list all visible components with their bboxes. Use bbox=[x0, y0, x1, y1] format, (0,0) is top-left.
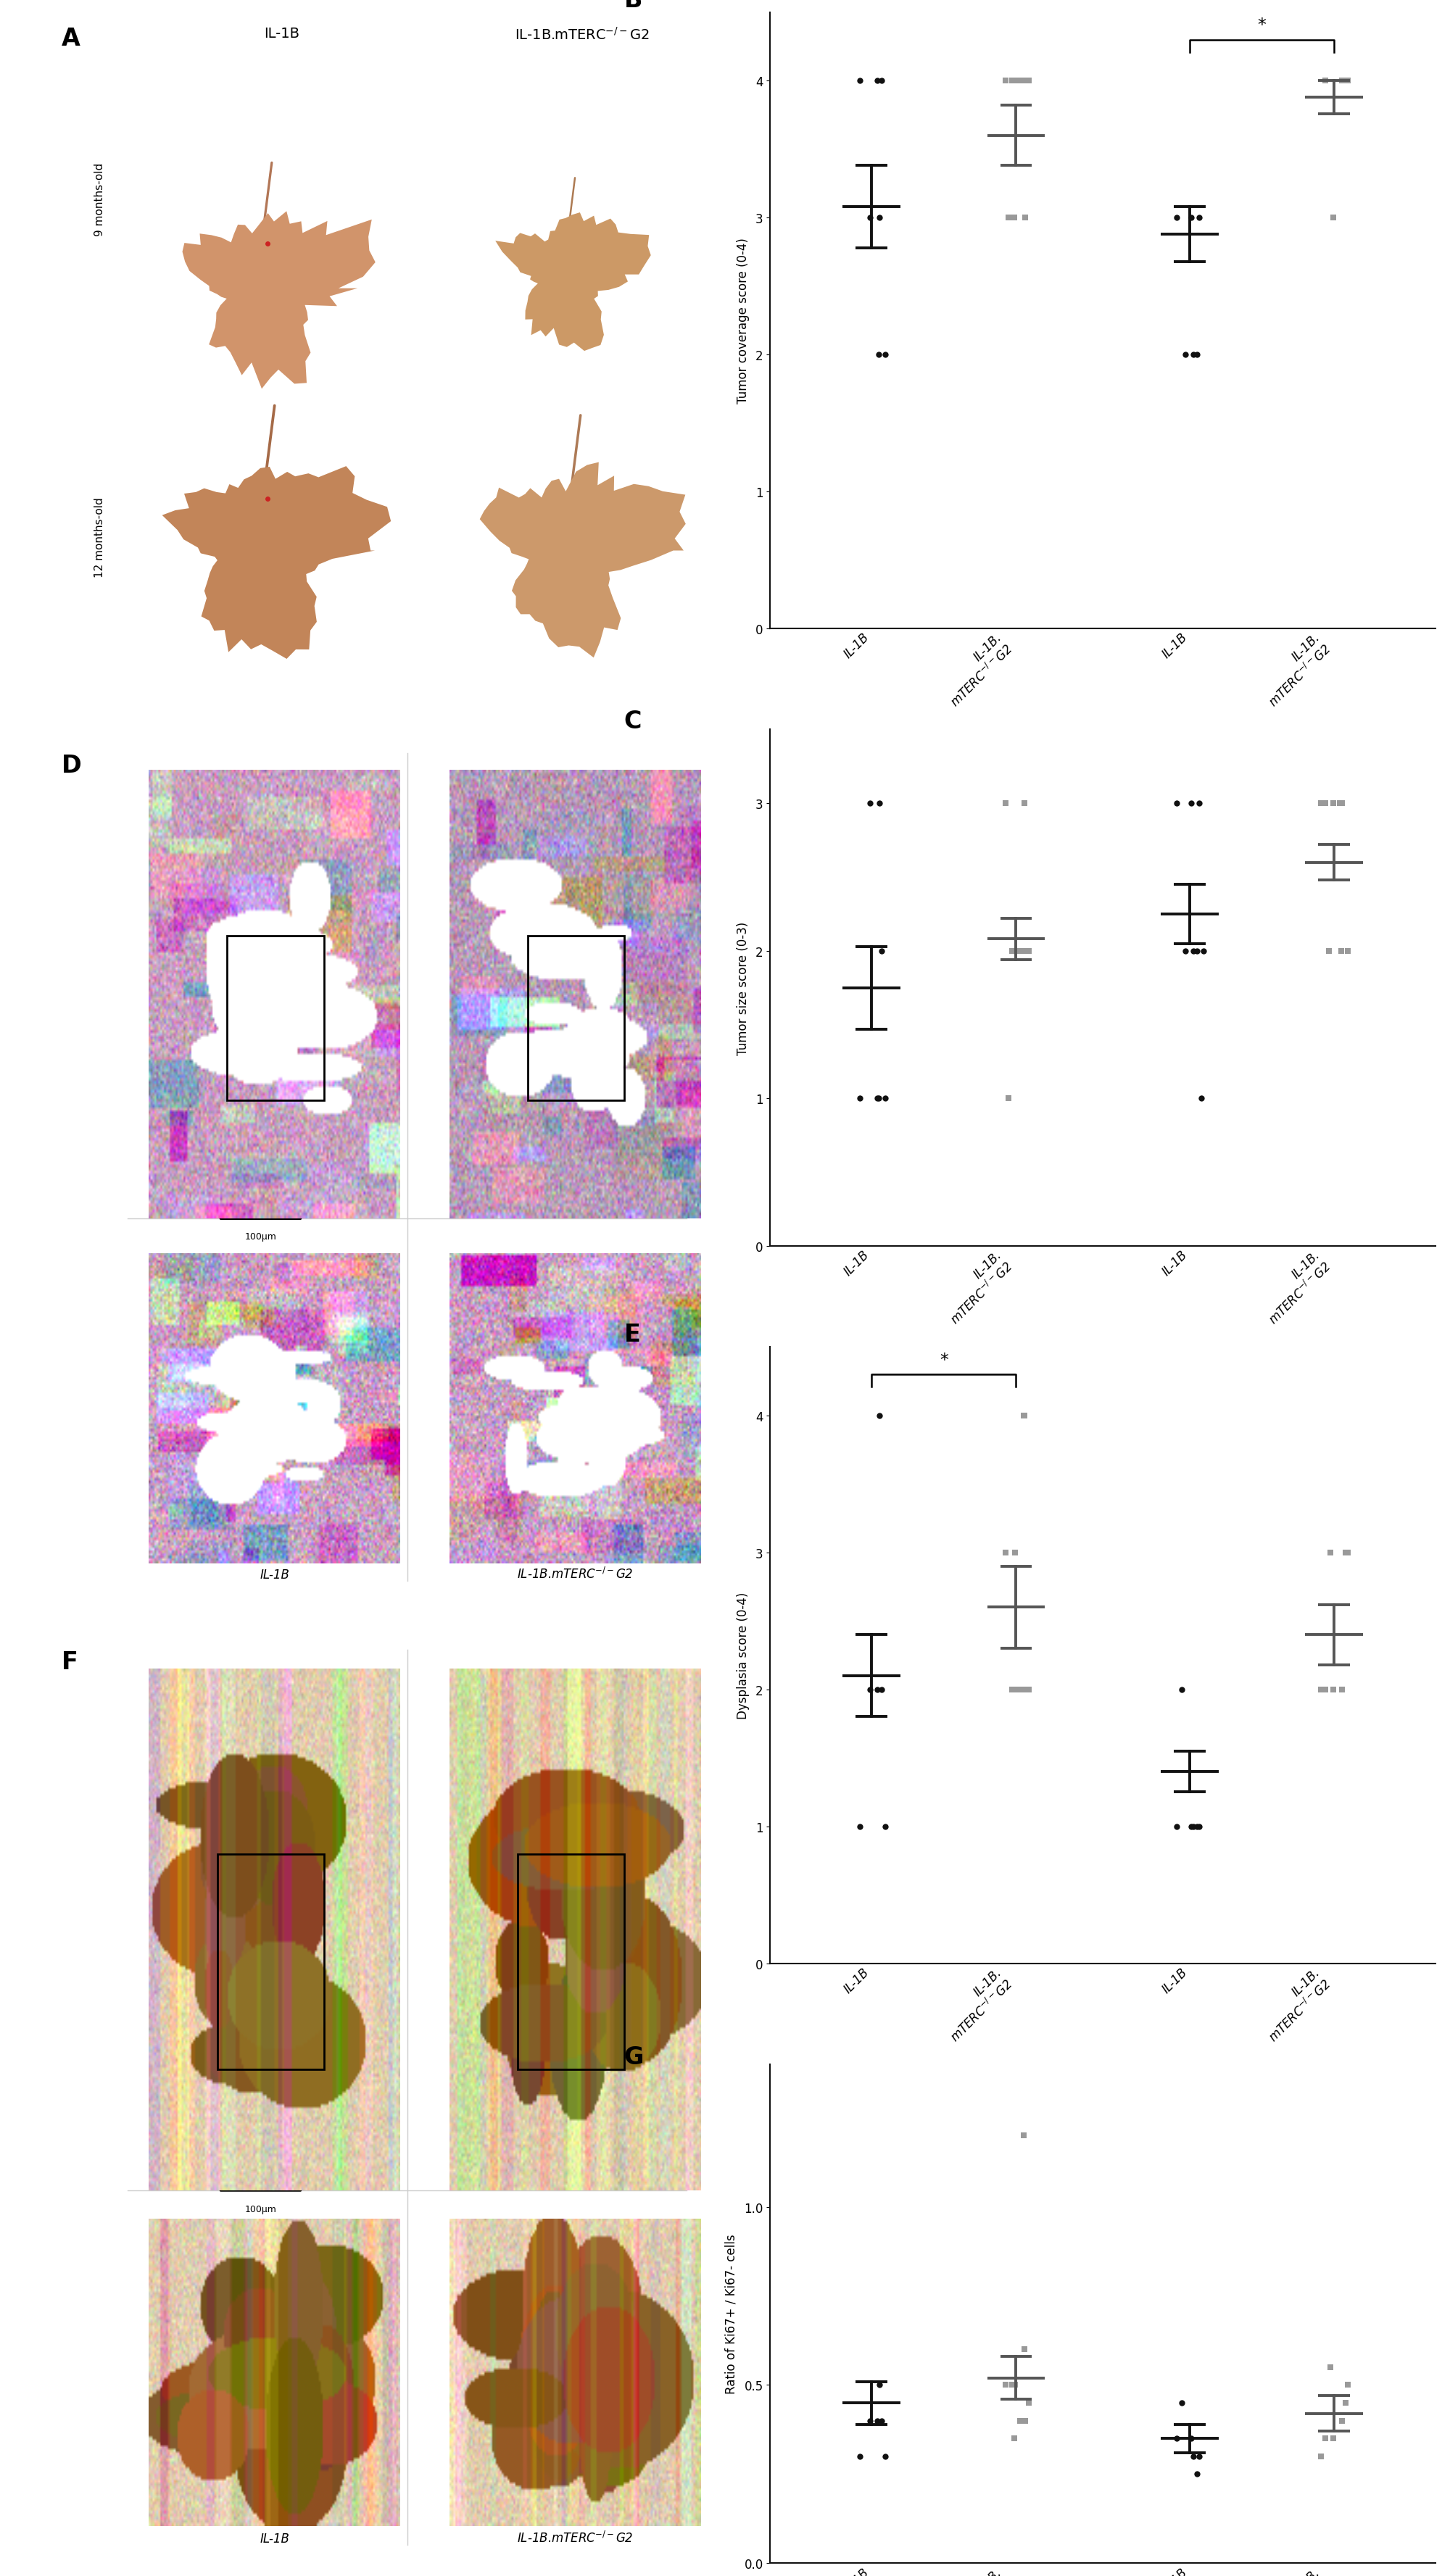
Text: G: G bbox=[624, 2045, 644, 2069]
PathPatch shape bbox=[183, 211, 376, 389]
Text: 9 months-old: 9 months-old bbox=[94, 162, 106, 237]
Text: A: A bbox=[61, 26, 80, 52]
Text: 100μm: 100μm bbox=[245, 2205, 277, 2213]
Text: D: D bbox=[61, 752, 81, 778]
Y-axis label: Tumor size score (0-3): Tumor size score (0-3) bbox=[737, 922, 750, 1054]
Y-axis label: Dysplasia score (0-4): Dysplasia score (0-4) bbox=[737, 1592, 750, 1718]
Text: nine months-old: nine months-old bbox=[895, 1453, 993, 1466]
Text: F: F bbox=[61, 1651, 78, 1674]
Text: IL-1B: IL-1B bbox=[264, 26, 299, 41]
Text: nine months: nine months bbox=[906, 2210, 982, 2223]
Text: E: E bbox=[624, 1321, 641, 1347]
Text: IL-1B.mTERC$^{-/-}$G2: IL-1B.mTERC$^{-/-}$G2 bbox=[516, 2530, 634, 2545]
Text: nine months-old: nine months-old bbox=[895, 876, 993, 889]
Text: IL-1B.mTERC$^{-/-}$G2: IL-1B.mTERC$^{-/-}$G2 bbox=[516, 1566, 634, 1582]
Y-axis label: Tumor coverage score (0-4): Tumor coverage score (0-4) bbox=[737, 237, 750, 404]
Text: 12 months-old: 12 months-old bbox=[94, 497, 106, 577]
Text: twelve months-old: twelve months-old bbox=[1206, 876, 1318, 889]
PathPatch shape bbox=[480, 464, 686, 657]
Text: IL-1B: IL-1B bbox=[260, 2532, 290, 2545]
Text: IL-1B.mTERC$^{-/-}$G2: IL-1B.mTERC$^{-/-}$G2 bbox=[515, 26, 650, 44]
Text: C: C bbox=[624, 708, 641, 734]
Y-axis label: Ratio of Ki67+ / Ki67- cells: Ratio of Ki67+ / Ki67- cells bbox=[725, 2233, 738, 2393]
Text: *: * bbox=[1257, 15, 1266, 33]
Text: *: * bbox=[940, 1352, 948, 1368]
Text: twelve months-old: twelve months-old bbox=[1206, 1453, 1318, 1466]
Text: IL-1B: IL-1B bbox=[260, 1569, 290, 1582]
Text: twelve months: twelve months bbox=[1218, 2210, 1306, 2223]
PathPatch shape bbox=[496, 214, 651, 350]
PathPatch shape bbox=[162, 466, 392, 659]
Text: 100μm: 100μm bbox=[245, 1231, 277, 1242]
Text: B: B bbox=[624, 0, 642, 13]
